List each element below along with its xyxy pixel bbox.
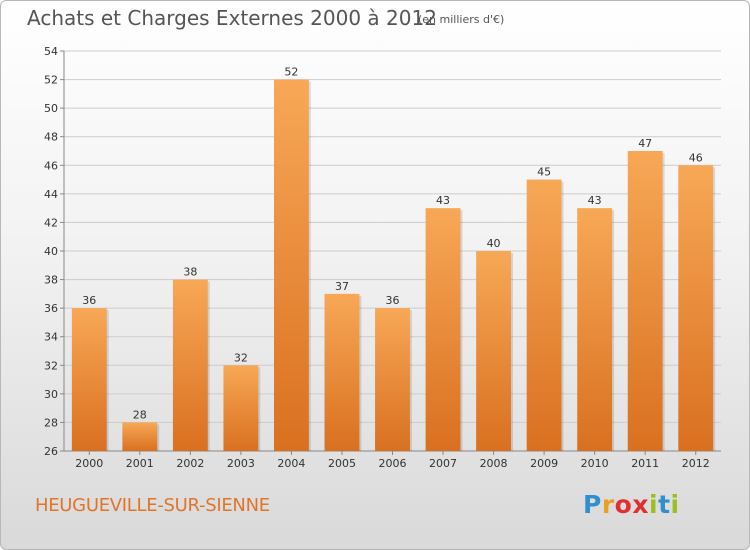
y-tick-label: 36 xyxy=(44,302,58,315)
x-tick-label: 2012 xyxy=(682,457,710,470)
y-tick-label: 30 xyxy=(44,388,58,401)
y-tick-label: 50 xyxy=(44,102,58,115)
x-tick-label: 2008 xyxy=(480,457,508,470)
bar-value-label: 47 xyxy=(638,137,652,150)
bar xyxy=(71,308,107,451)
bar-value-label: 38 xyxy=(183,266,197,279)
bar xyxy=(223,365,259,451)
bar-value-label: 36 xyxy=(386,294,400,307)
y-tick-label: 44 xyxy=(44,188,58,201)
x-tick-label: 2000 xyxy=(75,457,103,470)
logo-letter: r xyxy=(601,490,615,519)
x-tick-label: 2006 xyxy=(379,457,407,470)
x-tick-label: 2002 xyxy=(176,457,204,470)
bar-value-label: 28 xyxy=(133,408,147,421)
bars xyxy=(71,79,716,452)
x-tick-label: 2004 xyxy=(277,457,305,470)
logo-letter: i xyxy=(649,490,659,519)
x-tick-label: 2001 xyxy=(126,457,154,470)
bar-value-label: 43 xyxy=(436,194,450,207)
logo-letter: P xyxy=(583,490,602,519)
data-labels: 36 28 38 32 52 37 36 43 40 45 43 47 46 xyxy=(82,66,702,422)
y-tick-label: 46 xyxy=(44,159,58,172)
logo-letter: i xyxy=(670,490,680,519)
x-tick-label: 2009 xyxy=(530,457,558,470)
bar xyxy=(526,179,562,452)
logo-letter: o xyxy=(614,490,633,519)
bar xyxy=(172,279,208,451)
chart-title: Achats et Charges Externes 2000 à 2012 xyxy=(27,6,437,30)
commune-name: HEUGUEVILLE-SUR-SIENNE xyxy=(35,495,270,516)
bar xyxy=(577,208,613,451)
bar xyxy=(122,422,158,451)
bar xyxy=(425,208,461,451)
logo-letter: x xyxy=(632,490,649,519)
bar-value-label: 37 xyxy=(335,280,349,293)
chart-subtitle: (en milliers d'€) xyxy=(418,13,505,26)
x-tick-label: 2010 xyxy=(581,457,609,470)
bar-value-label: 45 xyxy=(537,166,551,179)
y-tick-label: 38 xyxy=(44,274,58,287)
y-tick-label: 48 xyxy=(44,131,58,144)
x-tick-label: 2007 xyxy=(429,457,457,470)
bar-value-label: 32 xyxy=(234,351,248,364)
bar-value-label: 46 xyxy=(689,151,703,164)
logo-letter: t xyxy=(658,490,671,519)
y-tick-label: 34 xyxy=(44,331,58,344)
y-tick-label: 26 xyxy=(44,445,58,458)
x-tick-label: 2005 xyxy=(328,457,356,470)
x-tick-label: 2011 xyxy=(631,457,659,470)
bar-value-label: 52 xyxy=(284,66,298,79)
bar xyxy=(678,165,714,452)
bar xyxy=(273,79,309,452)
y-tick-label: 40 xyxy=(44,245,58,258)
y-tick-label: 52 xyxy=(44,74,58,87)
x-tick-label: 2003 xyxy=(227,457,255,470)
bar xyxy=(627,151,663,451)
bar-value-label: 40 xyxy=(487,237,501,250)
y-tick-label: 32 xyxy=(44,359,58,372)
bar-value-label: 36 xyxy=(82,294,96,307)
y-tick-label: 42 xyxy=(44,216,58,229)
bar xyxy=(324,293,360,451)
y-tick-label: 28 xyxy=(44,416,58,429)
y-tick-label: 54 xyxy=(44,45,58,58)
bar xyxy=(476,251,512,451)
proxiti-logo: Proxiti xyxy=(583,490,680,519)
bar-value-label: 43 xyxy=(588,194,602,207)
bar xyxy=(375,308,410,451)
